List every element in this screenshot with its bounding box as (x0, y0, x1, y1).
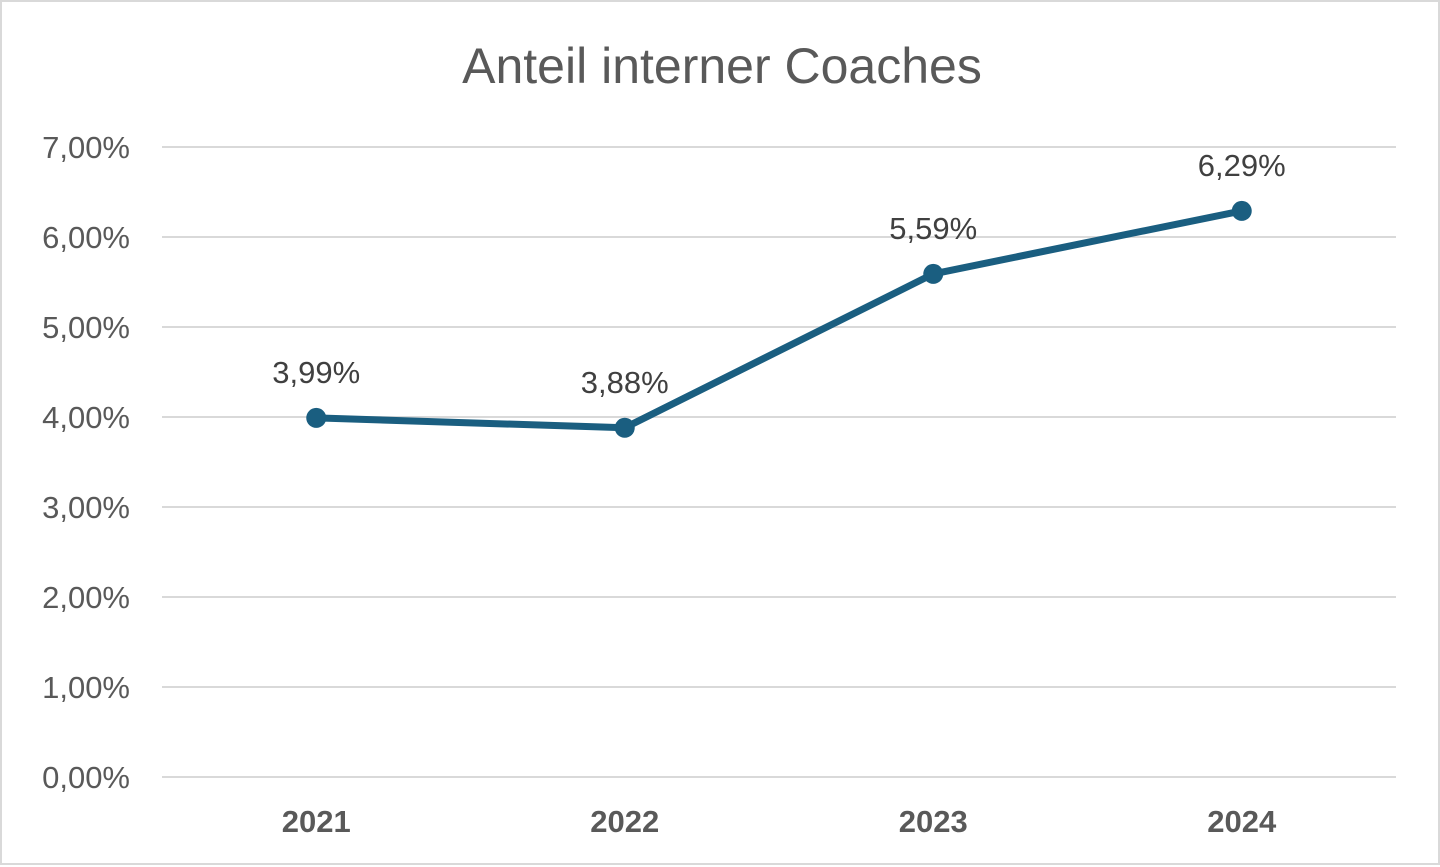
data-point (614, 417, 635, 438)
data-point (1231, 200, 1252, 221)
x-tick-label: 2024 (1207, 804, 1277, 839)
x-tick-label: 2023 (899, 804, 968, 839)
x-tick-label: 2021 (282, 804, 351, 839)
y-tick-label: 2,00% (42, 580, 130, 615)
y-tick-label: 3,00% (42, 490, 130, 525)
data-point (306, 407, 327, 428)
x-tick-label: 2022 (590, 804, 659, 839)
data-label: 5,59% (889, 211, 977, 246)
series-line (312, 207, 1246, 432)
y-tick-label: 0,00% (42, 760, 130, 795)
data-point (923, 263, 944, 284)
y-tick-label: 7,00% (42, 130, 130, 165)
data-label: 6,29% (1198, 148, 1286, 183)
chart-title: Anteil interner Coaches (462, 38, 982, 94)
y-tick-label: 5,00% (42, 310, 130, 345)
data-label: 3,99% (272, 355, 360, 390)
data-label: 3,88% (581, 365, 669, 400)
y-tick-label: 6,00% (42, 220, 130, 255)
y-tick-label: 4,00% (42, 400, 130, 435)
y-tick-label: 1,00% (42, 670, 130, 705)
